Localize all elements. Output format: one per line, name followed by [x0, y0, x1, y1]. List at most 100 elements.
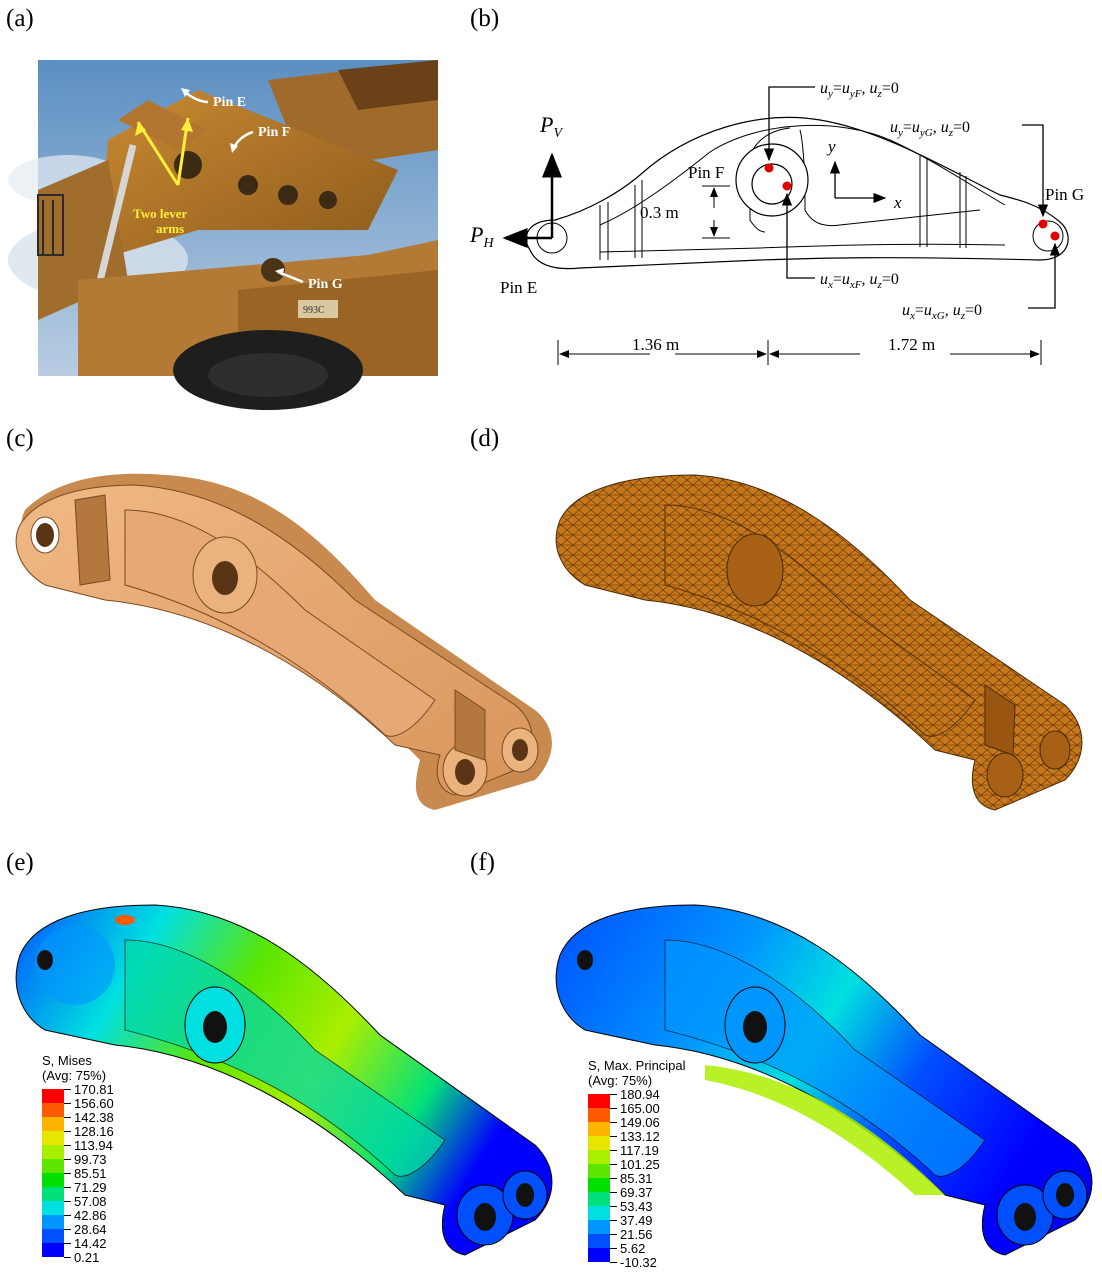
legend-tick — [64, 1215, 71, 1216]
legend-tick-label: 117.19 — [620, 1143, 659, 1158]
legend-tick-label: 21.56 — [620, 1227, 653, 1242]
legend-tick-label: 85.31 — [620, 1171, 653, 1186]
legend-swatch — [588, 1178, 610, 1192]
legend-swatch — [42, 1229, 64, 1243]
legend-tick — [64, 1145, 71, 1146]
legend-tick-label: 165.00 — [620, 1101, 660, 1116]
legend-swatch — [588, 1234, 610, 1248]
legend-tick-label: 113.94 — [74, 1138, 113, 1153]
legend-tick-label: 28.64 — [74, 1222, 107, 1237]
legend-tick — [610, 1136, 617, 1137]
dim-right-label: 1.72 m — [888, 335, 935, 354]
legend-swatch — [588, 1150, 610, 1164]
panel-label-a: (a) — [6, 5, 34, 32]
legend-swatch — [588, 1108, 610, 1122]
dim-left-label: 1.36 m — [632, 335, 679, 354]
loader-photo: 993C Pin E Pin F Two lever arms Pin G — [8, 60, 438, 410]
legend-tick-label: -10.32 — [620, 1255, 657, 1270]
principal-legend: S, Max. Principal (Avg: 75%) 180.94 165.0… — [588, 1058, 708, 1269]
legend-tick-label: 170.81 — [74, 1082, 114, 1097]
bc-uyG-label: uy=uyG, uz=0 — [890, 119, 970, 139]
legend-swatch — [588, 1094, 610, 1108]
legend-swatch — [42, 1201, 64, 1215]
mises-legend-subtitle: (Avg: 75%) — [42, 1068, 107, 1083]
legend-tick — [610, 1192, 617, 1193]
legend-tick-label: 180.94 — [620, 1087, 660, 1102]
axis-x-label: x — [893, 193, 902, 212]
legend-tick — [64, 1117, 71, 1118]
legend-tick-label: 14.42 — [74, 1236, 107, 1251]
mises-legend-scale: 170.81 156.60 142.38 128.16 113.94 99.73 85.51… — [42, 1082, 162, 1264]
legend-tick — [64, 1103, 71, 1104]
legend-swatch — [42, 1117, 64, 1131]
photo-label-arms: arms — [156, 221, 184, 236]
panel-label-f: (f) — [470, 849, 495, 876]
bc-uxF-label: ux=uxF, uz=0 — [820, 271, 899, 291]
legend-tick — [610, 1122, 617, 1123]
lever-schematic: PV PH Pin E Pin F Pin G y x 0.3 m 1.36 m… — [469, 80, 1084, 365]
legend-swatch — [42, 1131, 64, 1145]
bc-uxG-label: ux=uxG, uz=0 — [902, 302, 982, 322]
legend-swatch — [42, 1159, 64, 1173]
legend-tick-label: 99.73 — [74, 1152, 107, 1167]
legend-tick-label: 149.06 — [620, 1115, 660, 1130]
photo-label-two-lever: Two lever — [133, 206, 187, 221]
legend-tick-label: 133.12 — [620, 1129, 660, 1144]
pin-e-label: Pin E — [500, 278, 537, 297]
mesh-model-render — [555, 474, 1083, 811]
pin-g-label: Pin G — [1045, 185, 1084, 204]
legend-tick — [64, 1173, 71, 1174]
legend-swatch — [42, 1145, 64, 1159]
legend-tick — [64, 1229, 71, 1230]
legend-tick — [610, 1094, 617, 1095]
principal-legend-subtitle: (Avg: 75%) — [588, 1073, 653, 1088]
legend-tick-label: 5.62 — [620, 1241, 646, 1256]
principal-contour-render — [555, 904, 1093, 1256]
legend-tick — [610, 1108, 617, 1109]
legend-tick-label: 71.29 — [74, 1180, 107, 1195]
dim-height-label: 0.3 m — [640, 203, 679, 222]
legend-swatch — [588, 1164, 610, 1178]
legend-tick-label: 37.49 — [620, 1213, 653, 1228]
principal-legend-scale: 180.94 165.00 149.06 133.12 117.19 101.25 85.3… — [588, 1087, 708, 1269]
legend-tick — [610, 1206, 617, 1207]
legend-tick — [610, 1220, 617, 1221]
legend-swatch — [42, 1243, 64, 1257]
legend-swatch — [588, 1220, 610, 1234]
photo-label-pin-g: Pin G — [308, 277, 343, 292]
legend-swatch — [588, 1192, 610, 1206]
mises-contour-render — [15, 904, 553, 1256]
force-pv-label: PV — [539, 112, 563, 141]
legend-tick — [610, 1178, 617, 1179]
legend-tick-label: 69.37 — [620, 1185, 653, 1200]
photo-label-pin-e: Pin E — [213, 95, 246, 110]
legend-swatch — [42, 1187, 64, 1201]
legend-tick-label: 0.21 — [74, 1250, 100, 1265]
legend-swatch — [588, 1136, 610, 1150]
legend-tick — [610, 1164, 617, 1165]
legend-tick — [64, 1187, 71, 1188]
legend-tick-label: 128.16 — [74, 1124, 114, 1139]
legend-tick — [610, 1150, 617, 1151]
legend-tick-label: 101.25 — [620, 1157, 660, 1172]
legend-tick — [64, 1089, 71, 1090]
legend-tick — [610, 1234, 617, 1235]
legend-tick — [64, 1257, 71, 1258]
mises-legend-title: S, Mises — [42, 1053, 92, 1068]
principal-legend-title: S, Max. Principal — [588, 1058, 686, 1073]
panel-label-e: (e) — [6, 849, 34, 876]
photo-label-pin-f: Pin F — [258, 125, 290, 140]
pin-f-label: Pin F — [688, 163, 724, 182]
panel-label-b: (b) — [470, 5, 500, 32]
legend-swatch — [42, 1103, 64, 1117]
axis-y-label: y — [826, 137, 836, 156]
legend-tick-label: 53.43 — [620, 1199, 653, 1214]
legend-swatch — [42, 1089, 64, 1103]
legend-tick — [64, 1201, 71, 1202]
bc-uyF-label: uy=uyF, uz=0 — [820, 80, 899, 100]
force-ph-label: PH — [469, 222, 494, 251]
legend-tick-label: 142.38 — [74, 1110, 114, 1125]
legend-tick — [64, 1243, 71, 1244]
legend-tick — [64, 1131, 71, 1132]
legend-tick-label: 156.60 — [74, 1096, 114, 1111]
